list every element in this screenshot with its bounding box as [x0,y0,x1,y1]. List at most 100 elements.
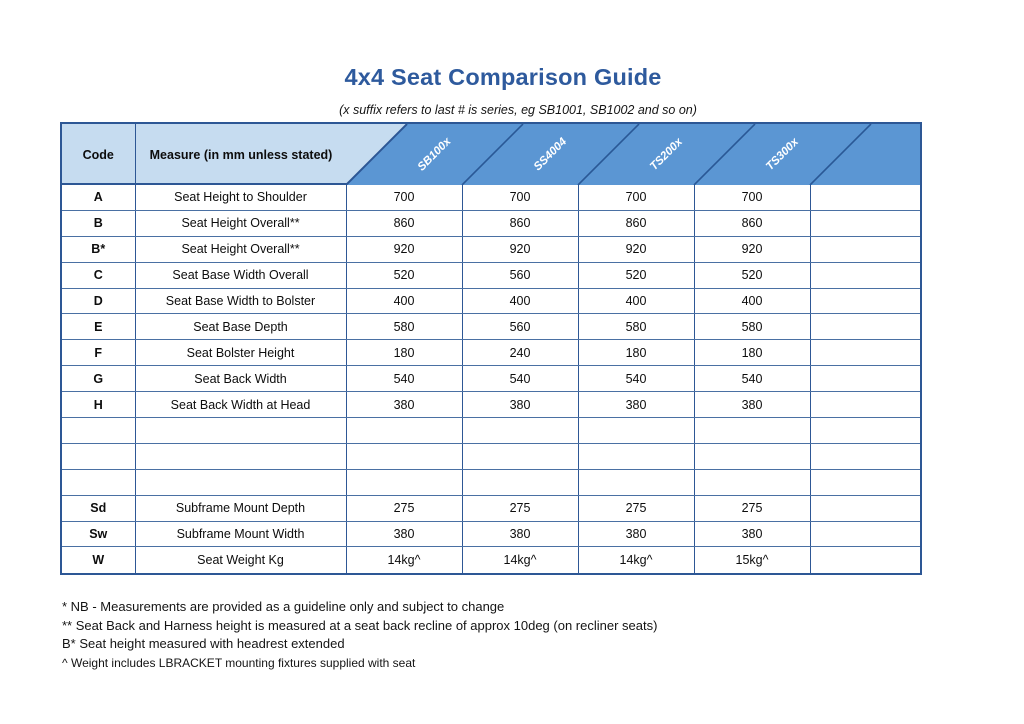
code-cell: C [62,262,136,288]
value-cell: 700 [347,185,463,210]
value-cell: 240 [463,340,579,366]
value-cell [695,418,811,443]
value-cell: 14kg^ [347,547,463,574]
value-cell: 380 [463,521,579,547]
footnotes: * NB - Measurements are provided as a gu… [62,598,657,672]
measure-cell: Seat Height Overall** [136,236,347,262]
value-cell [463,469,579,495]
value-cell: 920 [579,236,695,262]
value-cell: 15kg^ [695,547,811,574]
value-cell: 920 [347,236,463,262]
value-cell: 540 [695,366,811,392]
value-cell [811,392,921,417]
value-cell: 275 [347,495,463,521]
value-cell: 180 [347,340,463,366]
value-cell [695,443,811,469]
table-row: W Seat Weight Kg 14kg^ 14kg^ 14kg^ 15kg^ [62,547,921,574]
footnote-line: B* Seat height measured with headrest ex… [62,636,345,652]
table-row: G Seat Back Width 540 540 540 540 [62,366,921,393]
value-cell [811,444,921,469]
value-cell [811,237,921,262]
code-cell: H [62,392,136,418]
code-header-cell: Code [62,124,136,185]
value-cell: 540 [463,366,579,392]
table-row: B* Seat Height Overall** 920 920 920 920 [62,236,921,263]
value-cell: 860 [463,210,579,236]
table-body: A Seat Height to Shoulder 700 700 700 70… [62,185,921,574]
page-title: 4x4 Seat Comparison Guide [344,64,662,90]
value-cell [811,496,921,521]
code-cell: D [62,288,136,314]
value-cell: 275 [463,495,579,521]
value-cell: 380 [347,392,463,418]
value-cell [811,185,921,210]
code-cell: B [62,210,136,236]
value-cell [811,366,921,391]
page-subtitle: (x suffix refers to last # is series, eg… [339,103,697,117]
value-cell: 580 [347,314,463,340]
value-cell [811,314,921,339]
measure-cell: Seat Weight Kg [136,547,347,574]
value-cell: 14kg^ [579,547,695,574]
table-row: B Seat Height Overall** 860 860 860 860 [62,210,921,237]
measure-cell: Seat Height to Shoulder [136,185,347,210]
value-cell: 700 [579,185,695,210]
code-cell: Sw [62,521,136,547]
measure-cell: Seat Bolster Height [136,340,347,366]
value-cell [579,469,695,495]
table-header: SB100x SS4004 TS200x TS300x Code Measure… [62,124,920,185]
code-cell [62,469,136,495]
value-cell: 380 [695,392,811,418]
code-cell: F [62,340,136,366]
value-cell [811,547,921,573]
code-cell: Sd [62,495,136,521]
value-cell: 14kg^ [463,547,579,574]
table-row: D Seat Base Width to Bolster 400 400 400… [62,288,921,315]
table-row: F Seat Bolster Height 180 240 180 180 [62,340,920,367]
measure-cell: Subframe Mount Depth [136,495,347,521]
value-cell: 380 [579,392,695,418]
value-cell: 180 [579,340,695,366]
value-cell: 380 [695,521,811,547]
comparison-table: SB100x SS4004 TS200x TS300x Code Measure… [60,122,922,576]
value-cell: 700 [695,185,811,210]
measure-cell [136,469,347,495]
table-row [62,418,920,444]
value-cell: 860 [347,210,463,236]
measure-cell: Seat Height Overall** [136,210,347,236]
value-cell [811,263,921,288]
value-cell: 400 [347,288,463,314]
value-cell: 700 [463,185,579,210]
value-cell: 580 [579,314,695,340]
code-cell [62,443,136,469]
value-cell: 400 [579,288,695,314]
value-cell [695,469,811,495]
code-cell: W [62,547,136,574]
value-cell: 580 [695,314,811,340]
value-cell: 275 [579,495,695,521]
measure-header-cell: Measure (in mm unless stated) [149,147,333,162]
measure-cell: Seat Back Width [136,366,347,392]
code-cell: G [62,366,136,392]
header-diagonal-band: SB100x SS4004 TS200x TS300x [345,124,920,185]
footnote-line: * NB - Measurements are provided as a gu… [62,599,505,614]
value-cell: 400 [463,288,579,314]
value-cell: 400 [695,288,811,314]
value-cell [347,469,463,495]
code-cell: E [62,314,136,340]
value-cell [811,211,921,236]
table-row [62,469,920,496]
value-cell: 560 [463,314,579,340]
measure-cell: Seat Base Depth [136,314,347,340]
value-cell: 920 [695,236,811,262]
measure-cell: Seat Back Width at Head [136,392,347,418]
value-cell [811,289,921,314]
value-cell: 380 [463,392,579,418]
value-cell [347,443,463,469]
value-cell: 860 [695,210,811,236]
measure-cell: Seat Base Width to Bolster [136,288,347,314]
measure-cell: Subframe Mount Width [136,521,347,547]
value-cell: 380 [579,521,695,547]
value-cell: 860 [579,210,695,236]
